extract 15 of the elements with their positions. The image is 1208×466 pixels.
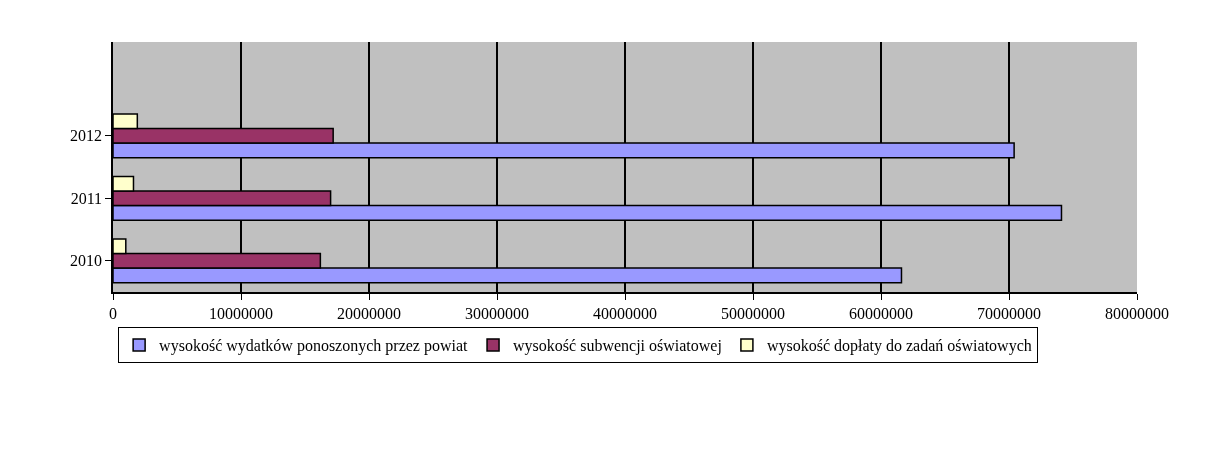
- x-tick-label: 30000000: [465, 304, 529, 322]
- x-tick-label: 10000000: [209, 304, 273, 322]
- x-tick-label: 80000000: [1105, 304, 1169, 322]
- legend-label: wysokość wydatków ponoszonych przez powiat: [159, 337, 469, 356]
- x-tick-label: 70000000: [977, 304, 1041, 322]
- y-tick-label: 2010: [70, 252, 103, 270]
- x-tick-label: 50000000: [721, 304, 785, 322]
- x-tick-label: 60000000: [849, 304, 913, 322]
- x-tick-label: 0: [109, 304, 117, 322]
- x-tick-label: 40000000: [593, 304, 657, 322]
- x-tick-label: 20000000: [337, 304, 401, 322]
- y-tick-label: 2011: [70, 189, 103, 207]
- legend-label: wysokość dopłaty do zadań oświatowych: [766, 337, 1032, 356]
- y-tick-label: 2012: [70, 127, 103, 145]
- legend-label: wysokość subwencji oświatowej: [513, 337, 722, 356]
